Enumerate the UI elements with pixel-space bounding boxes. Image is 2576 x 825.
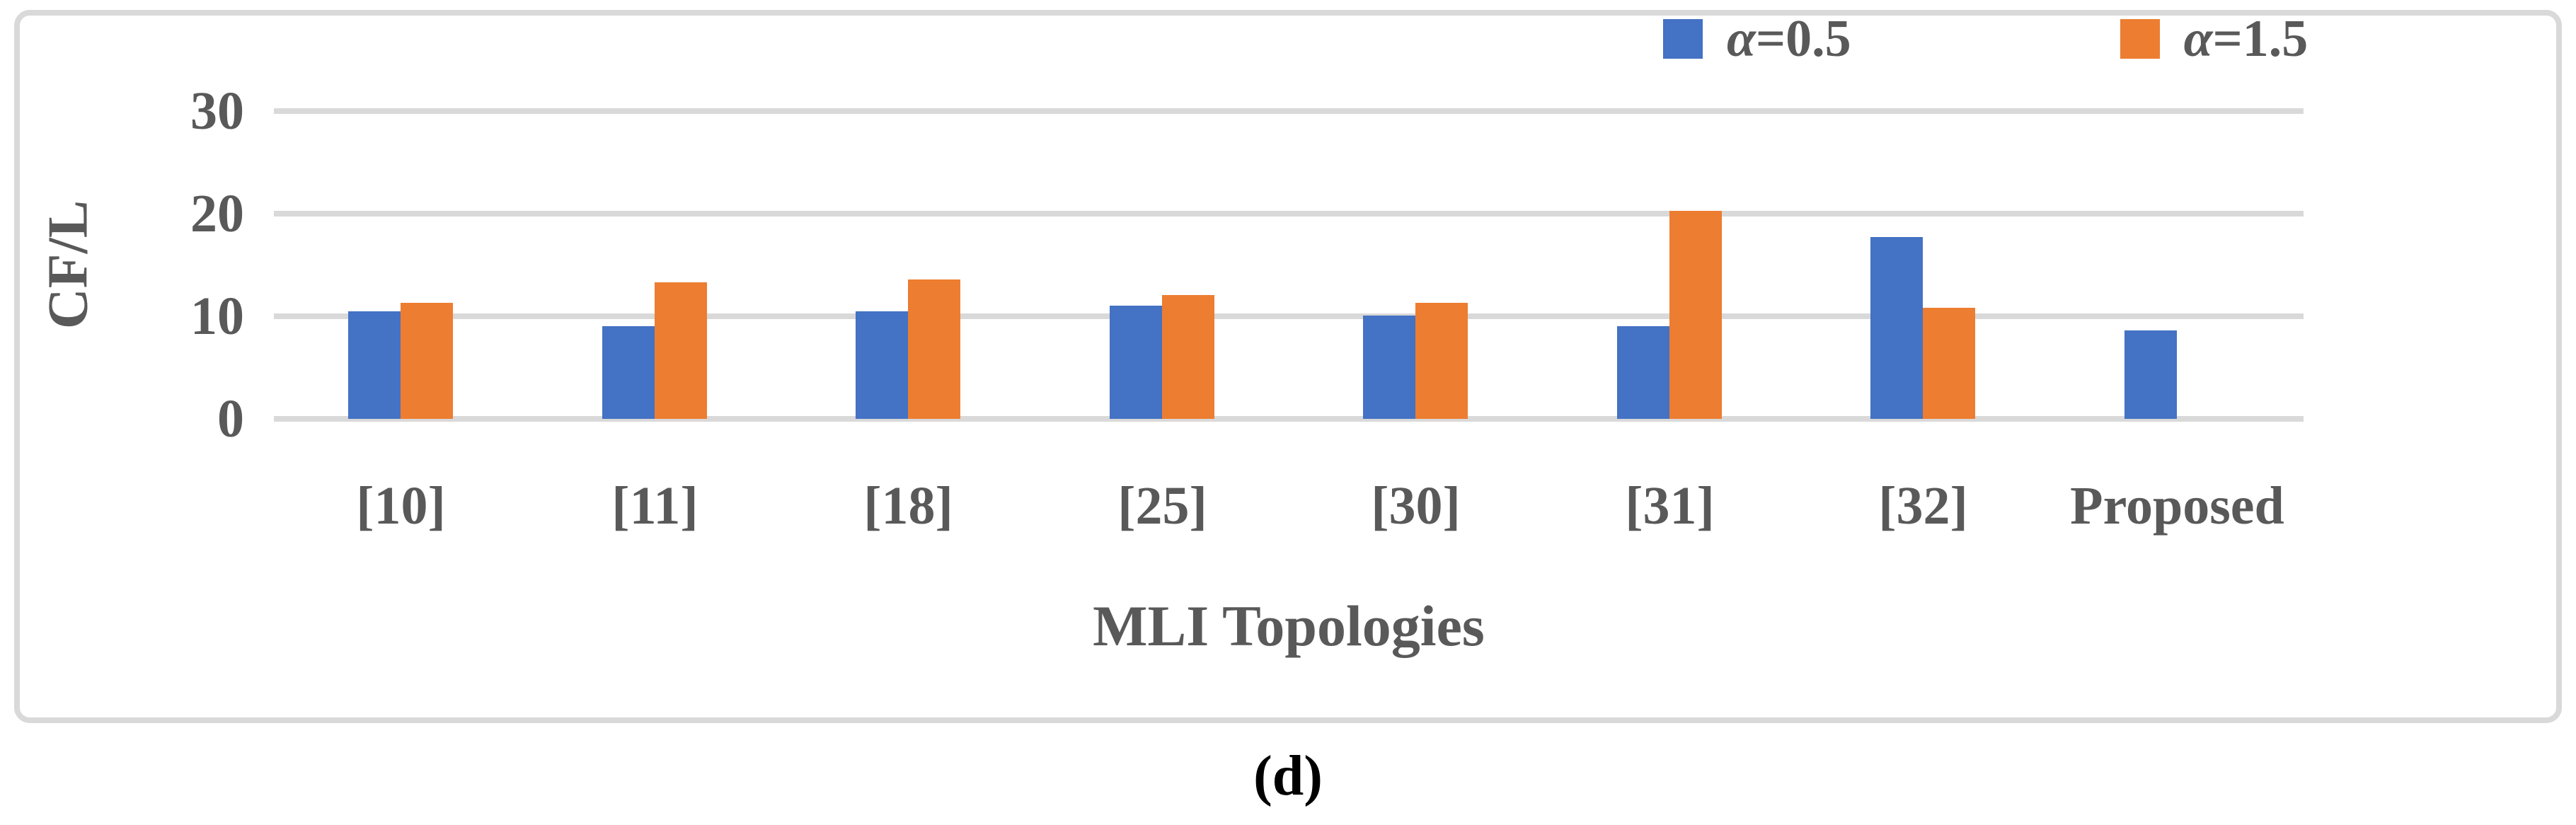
legend-label: α=1.5: [2183, 10, 2308, 68]
bar-series1-[25]: [1162, 295, 1214, 419]
legend-item-0: α=0.5: [1663, 13, 1851, 65]
bar-series0-[31]: [1617, 326, 1669, 419]
gridline-y-0: [274, 416, 2304, 422]
bar-series0-[25]: [1110, 306, 1162, 419]
bar-series1-[10]: [401, 303, 453, 419]
x-axis-title: MLI Topologies: [1093, 594, 1485, 658]
legend-label: α=0.5: [1727, 10, 1851, 68]
legend: α=0.5 α=1.5: [1663, 13, 2308, 65]
x-tick-label-[32]: [32]: [1878, 476, 1968, 536]
y-tick-label-10: 10: [190, 287, 244, 346]
x-tick-label-[18]: [18]: [863, 476, 953, 536]
bar-series0-[32]: [1870, 237, 1923, 419]
y-tick-label-20: 20: [190, 184, 244, 243]
x-tick-label-[10]: [10]: [356, 476, 446, 536]
bar-series0-[18]: [856, 311, 908, 419]
bar-series0-Proposed: [2124, 330, 2177, 419]
x-tick-label-[25]: [25]: [1117, 476, 1207, 536]
bar-series1-[32]: [1923, 308, 1975, 419]
plot-area: [274, 108, 2304, 422]
bar-series0-[11]: [602, 326, 655, 419]
x-tick-label-Proposed: Proposed: [2070, 476, 2284, 536]
figure-caption: (d): [1253, 745, 1323, 807]
x-tick-label-[11]: [11]: [611, 476, 698, 536]
bar-series1-[31]: [1669, 211, 1722, 419]
gridline-y-20: [274, 211, 2304, 217]
bar-series0-[30]: [1363, 316, 1415, 419]
x-tick-label-[31]: [31]: [1625, 476, 1715, 536]
legend-item-1: α=1.5: [2120, 13, 2308, 65]
x-tick-label-[30]: [30]: [1371, 476, 1461, 536]
legend-swatch-icon: [2120, 19, 2160, 59]
legend-swatch-icon: [1663, 19, 1703, 59]
bar-series1-[18]: [908, 279, 960, 419]
gridline-y-10: [274, 313, 2304, 319]
bar-series0-[10]: [348, 311, 401, 419]
y-tick-label-30: 30: [190, 81, 244, 141]
y-tick-label-0: 0: [217, 389, 244, 449]
bar-series1-[11]: [655, 282, 707, 419]
gridline-y-30: [274, 108, 2304, 114]
bar-series1-[30]: [1415, 303, 1468, 419]
